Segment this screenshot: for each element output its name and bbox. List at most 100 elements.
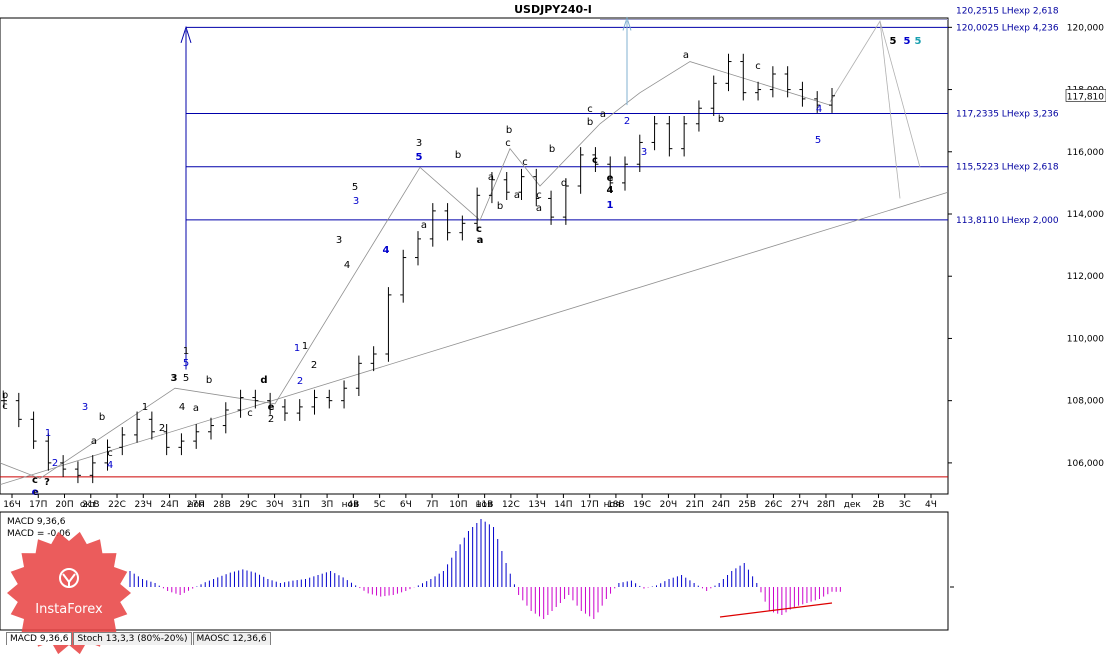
wave-label: c [247, 408, 253, 419]
wave-label: b [718, 114, 724, 125]
time-tick-label: 26С [765, 500, 783, 510]
wave-label: c [505, 138, 511, 149]
time-tick-label: 5С [374, 500, 386, 510]
time-overlay-label: ноя [604, 500, 621, 510]
time-tick-label: 27Ч [791, 500, 809, 510]
time-tick-label: 24П [160, 500, 178, 510]
time-tick-label: 28П [817, 500, 835, 510]
time-tick-label: 13Ч [528, 500, 546, 510]
wave-label: e [607, 173, 614, 184]
wave-label: 4 [383, 245, 390, 256]
wave-label: e [32, 487, 39, 498]
price-tick-label: 106,000 [1067, 459, 1104, 469]
target-arrow-head [180, 25, 192, 44]
time-tick-label: 20Ч [660, 500, 678, 510]
logo-badge-icon [7, 531, 131, 655]
time-tick-label: 29С [239, 500, 257, 510]
wave-label: 3 [641, 147, 647, 158]
wave-label: c [522, 157, 528, 168]
time-tick-label: 17П [581, 500, 599, 510]
time-tick-label: 6Ч [400, 500, 412, 510]
time-overlay-label: e [33, 488, 39, 498]
level-label: 120,0025 LHexp 4,236 [956, 23, 1059, 33]
chart-title: USDJPY240-I [514, 3, 592, 16]
time-tick-label: 28В [213, 500, 231, 510]
time-tick-label: 10П [449, 500, 467, 510]
tab-stoch[interactable]: Stoch 13,3,3 (80%-20%) [73, 632, 192, 645]
time-tick-label: 25В [738, 500, 756, 510]
tab-maosc[interactable]: MAOSC 12,36,6 [192, 632, 271, 645]
wave-label: 2 [159, 423, 165, 434]
wave-label: d [260, 375, 267, 386]
time-tick-label: 18В [607, 500, 625, 510]
price-tick-label: 110,000 [1067, 334, 1104, 344]
time-tick-label: 16Ч [3, 500, 21, 510]
time-tick-label: 21В [82, 500, 100, 510]
wave-label: 2 [268, 414, 274, 425]
time-tick-label: 17П [29, 500, 47, 510]
macd-plot-frame [0, 511, 949, 631]
wave-label: b [497, 201, 503, 212]
wave-label: ? [44, 477, 50, 488]
wave-label: a [488, 172, 494, 183]
wave-label: b [549, 144, 555, 155]
wave-label: 1 [45, 428, 51, 439]
tab-macd[interactable]: MACD 9,36,6 [6, 632, 73, 645]
level-label: 120,2515 LHexp 2,618 [956, 7, 1059, 17]
wave-label: 4 [607, 185, 614, 196]
wave-label: 2 [297, 376, 303, 387]
time-tick-label: 11В [476, 500, 494, 510]
indicator-tabs: MACD 9,36,6 Stoch 13,3,3 (80%-20%) MAOSC… [6, 632, 272, 645]
wave-label: 5 [915, 36, 922, 47]
time-tick-label: 19С [633, 500, 651, 510]
wave-label: 5 [815, 135, 821, 146]
wave-label: 4 [179, 402, 185, 413]
level-label: 113,8110 LHexp 2,000 [956, 216, 1059, 226]
wave-label: 1 [294, 343, 300, 354]
wave-label: 2 [311, 360, 317, 371]
logo-text: InstaForex [35, 602, 103, 617]
time-tick-label: 2В [873, 500, 885, 510]
time-tick-label: 31П [292, 500, 310, 510]
wave-label: b [506, 125, 512, 136]
wave-label: c [107, 448, 113, 459]
wave-label: 1 [302, 341, 308, 352]
wave-label: c [755, 61, 761, 72]
wave-label: a [514, 190, 520, 201]
wave-label: d [561, 178, 567, 189]
wave-label: 3 [171, 373, 178, 384]
wave-label: a [536, 203, 542, 214]
time-tick-label: 23Ч [134, 500, 152, 510]
forecast-path [879, 21, 901, 199]
time-tick-label: 3С [899, 500, 911, 510]
price-tick-label: 114,000 [1067, 210, 1104, 220]
level-label: 117,2335 LHexp 3,236 [956, 110, 1059, 120]
wave-label: a [683, 50, 689, 61]
time-tick-label: 14П [554, 500, 572, 510]
wave-label: b [587, 117, 593, 128]
wave-label: 1 [142, 402, 148, 413]
wave-label: c [536, 190, 542, 201]
price-tick-label: 116,000 [1067, 148, 1104, 158]
wave-label: 5 [904, 36, 911, 47]
time-tick-label: 4В [347, 500, 359, 510]
time-tick-label: 4Ч [925, 500, 937, 510]
wave-label: c [2, 401, 8, 412]
wave-label: 3 [353, 196, 359, 207]
wave-label: 3 [336, 235, 342, 246]
wave-label: 5 [183, 358, 189, 369]
wave-label: b [455, 150, 461, 161]
current-price-label: 117,810 [1067, 92, 1104, 102]
time-overlay-label: окт [80, 500, 96, 510]
wave-path [0, 61, 831, 479]
current-price-box [1065, 89, 1106, 102]
time-tick-label: дек [844, 500, 862, 510]
price-tick-label: 120,000 [1067, 23, 1104, 33]
wave-label: 5 [416, 152, 423, 163]
wave-label: 2 [52, 458, 58, 469]
wave-label: c [592, 155, 598, 166]
divergence-line [719, 602, 833, 618]
wave-label: 3 [82, 402, 88, 413]
price-tick-label: 108,000 [1067, 397, 1104, 407]
